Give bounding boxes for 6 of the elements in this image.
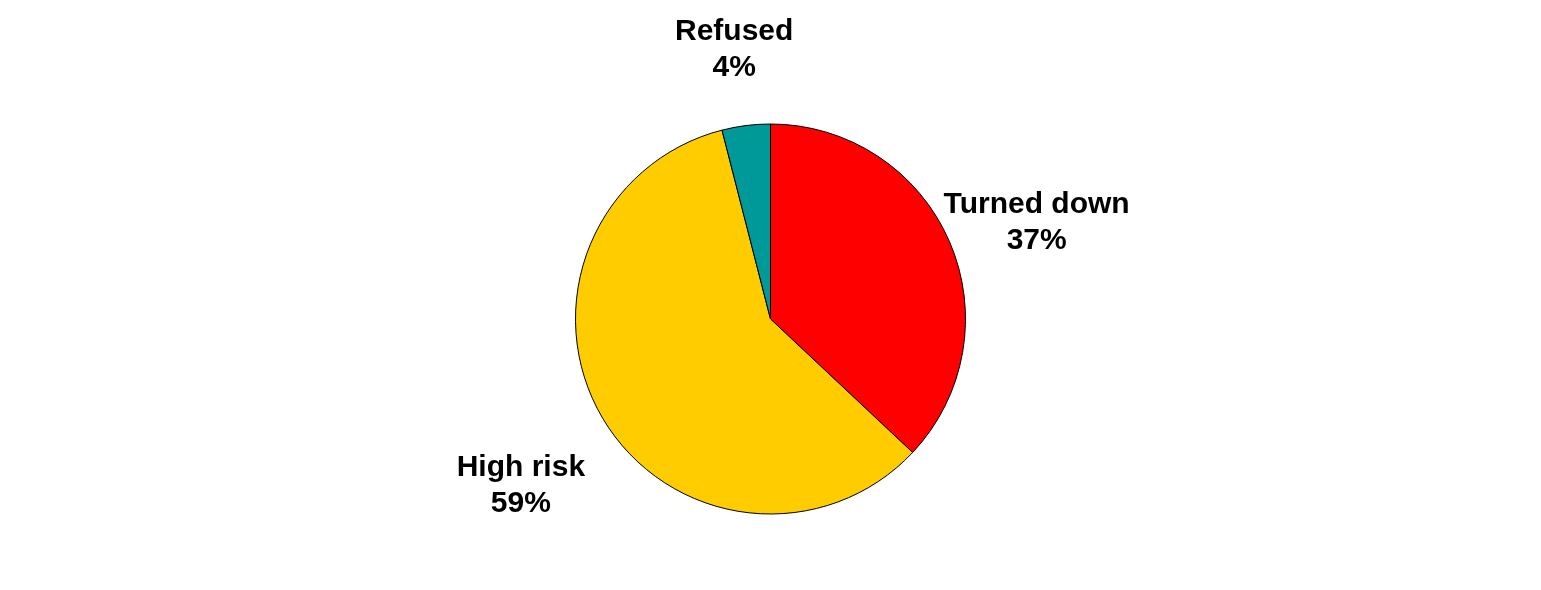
data-label: 59% (490, 484, 551, 518)
slice-label: Refused (674, 13, 794, 47)
slice-label: Turned down (943, 185, 1130, 219)
data-label: 37% (1006, 221, 1067, 255)
data-label: 4% (712, 49, 756, 83)
slice-label: High risk (456, 448, 586, 482)
